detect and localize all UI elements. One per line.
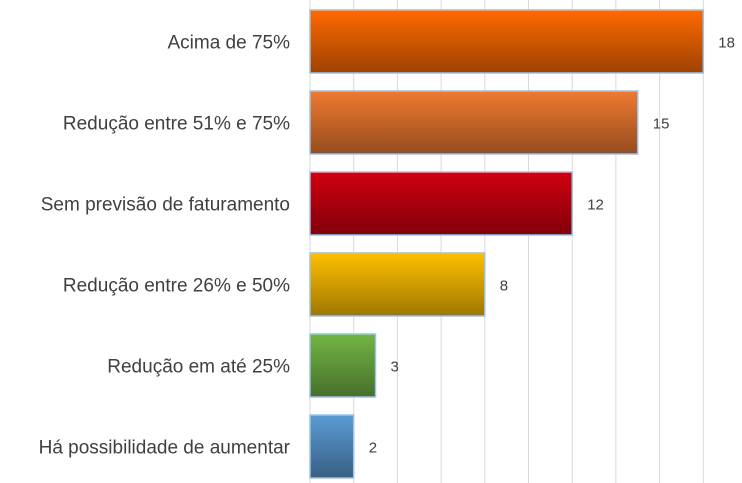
category-label: Sem previsão de faturamento [41,195,290,216]
bar [309,90,639,155]
bar [309,171,573,236]
value-label: 2 [369,439,377,456]
category-label: Há possibilidade de aumentar [39,438,291,459]
category-label: Redução entre 26% e 50% [63,276,290,297]
bar [309,9,705,74]
category-label: Redução em até 25% [107,357,290,378]
bar [309,252,486,317]
value-label: 3 [391,358,399,375]
category-label: Redução entre 51% e 75% [63,114,290,135]
category-label: Acima de 75% [167,33,290,54]
bar [309,333,377,398]
value-label: 12 [587,196,604,213]
bar [309,414,355,479]
value-label: 15 [653,115,670,132]
value-label: 8 [500,277,508,294]
value-label: 18 [718,34,735,51]
